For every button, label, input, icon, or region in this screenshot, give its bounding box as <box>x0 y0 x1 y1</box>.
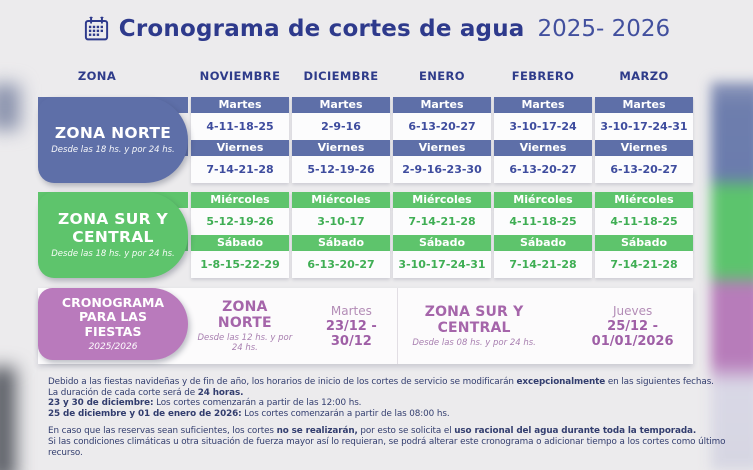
header-enero: ENERO <box>419 69 465 83</box>
dates-cell: 5-12-19-26 <box>292 156 390 183</box>
day-label: Miércoles <box>494 192 592 208</box>
dates-cell: 3-10-17 <box>292 208 390 235</box>
dates-cell: 7-14-21-28 <box>595 251 693 278</box>
dates-cell: 6-13-20-27 <box>292 251 390 278</box>
dates-cell: 4-11-18-25 <box>595 208 693 235</box>
notes-line: Debido a las fiestas navideñas y de fin … <box>48 377 714 387</box>
notes-line: La duración de cada corte será de 24 hor… <box>48 387 244 398</box>
fiestas-zone-subtitle: Desde las 08 hs. y por 24 hs. <box>412 338 536 348</box>
zone-norte-dates-viernes: 7-14-21-28 5-12-19-26 2-9-16-23-30 6-13-… <box>38 156 693 183</box>
dates-cell: 4-11-18-25 <box>191 113 289 140</box>
table-header-row: ZONA NOVIEMBRE DICIEMBRE ENERO FEBRERO M… <box>38 69 693 83</box>
day-label: Sábado <box>191 235 289 251</box>
fiestas-norte-cell: ZONA NORTE Desde las 12 hs. y por 24 hs.… <box>188 288 397 364</box>
zone-name: ZONA NORTE <box>54 123 172 142</box>
fiestas-grid: ZONA NORTE Desde las 12 hs. y por 24 hs.… <box>188 288 693 364</box>
day-label: Miércoles <box>595 192 693 208</box>
dates-cell: 3-10-17-24-31 <box>595 113 693 140</box>
page-title: Cronograma de cortes de agua <box>118 16 525 42</box>
zone-subtitle: Desde las 18 hs. y por 24 hs. <box>51 145 175 156</box>
day-label: Martes <box>494 97 592 113</box>
notes-paragraph-2: En caso que las reservas sean suficiente… <box>48 426 740 458</box>
day-label: Martes <box>191 97 289 113</box>
dates-cell: 5-12-19-26 <box>191 208 289 235</box>
fiestas-date-range: 25/12 - 01/01/2026 <box>591 318 674 349</box>
dates-cell: 6-13-20-27 <box>494 156 592 183</box>
notes-line: Si las condiciones climáticas u otra sit… <box>48 436 726 458</box>
notes-line: En caso que las reservas sean suficiente… <box>48 426 697 437</box>
zone-sur-dates-sabado: 1-8-15-22-29 6-13-20-27 3-10-17-24-31 7-… <box>38 251 693 278</box>
fiestas-zone-name: ZONA SUR Y CENTRAL <box>424 304 524 336</box>
fiestas-sur-cell: ZONA SUR Y CENTRAL Desde las 08 hs. y po… <box>397 288 693 364</box>
dates-cell: 2-9-16 <box>292 113 390 140</box>
header-marzo: MARZO <box>619 69 669 83</box>
zone-norte-pill: ZONA NORTE Desde las 18 hs. y por 24 hs. <box>38 97 188 183</box>
day-label: Miércoles <box>393 192 491 208</box>
day-label: Martes <box>595 97 693 113</box>
fiestas-pill-subtitle: 2025/2026 <box>88 342 138 353</box>
blurred-edge-left-bottom <box>0 367 16 470</box>
notes-line: 23 y 30 de diciembre: Los cortes comenza… <box>48 398 362 409</box>
notes-line: 25 de diciembre y 01 de enero de 2026: L… <box>48 408 450 419</box>
zone-subtitle: Desde las 18 hs. y por 24 hs. <box>51 248 175 259</box>
day-label: Viernes <box>393 140 491 156</box>
dates-cell: 1-8-15-22-29 <box>191 251 289 278</box>
day-label: Viernes <box>595 140 693 156</box>
header-noviembre: NOVIEMBRE <box>199 69 281 83</box>
zone-sur-pill: ZONA SUR Y CENTRAL Desde las 18 hs. y po… <box>38 192 188 278</box>
day-label: Viernes <box>191 140 289 156</box>
day-label: Martes <box>292 97 390 113</box>
dates-cell: 7-14-21-28 <box>393 208 491 235</box>
fiestas-pill: CRONOGRAMA PARA LAS FIESTAS 2025/2026 <box>38 288 188 360</box>
dates-cell: 2-9-16-23-30 <box>393 156 491 183</box>
title-row: Cronograma de cortes de agua 2025- 2026 <box>0 16 753 42</box>
zone-sur-dates-miercoles: 5-12-19-26 3-10-17 7-14-21-28 4-11-18-25… <box>38 208 693 235</box>
fiestas-zone-name: ZONA NORTE <box>217 299 272 331</box>
blurred-edge-right <box>711 82 753 470</box>
fiestas-day: Martes <box>330 303 372 318</box>
zone-sur-day-row-sabado: Sábado Sábado Sábado Sábado Sábado <box>38 235 693 251</box>
day-label: Sábado <box>494 235 592 251</box>
day-label: Miércoles <box>191 192 289 208</box>
dates-cell: 3-10-17-24-31 <box>393 251 491 278</box>
day-label: Sábado <box>292 235 390 251</box>
day-label: Viernes <box>494 140 592 156</box>
calendar-icon <box>83 16 110 42</box>
zone-name: ZONA SUR Y CENTRAL <box>57 210 169 246</box>
dates-cell: 3-10-17-24 <box>494 113 592 140</box>
header-febrero: FEBRERO <box>511 69 575 83</box>
header-diciembre: DICIEMBRE <box>303 69 379 83</box>
blurred-edge-left-top <box>0 84 20 130</box>
dates-cell: 6-13-20-27 <box>393 113 491 140</box>
day-label: Viernes <box>292 140 390 156</box>
dates-cell: 7-14-21-28 <box>191 156 289 183</box>
dates-cell: 7-14-21-28 <box>494 251 592 278</box>
fiestas-pill-title: CRONOGRAMA PARA LAS FIESTAS <box>61 294 165 339</box>
day-label: Martes <box>393 97 491 113</box>
notes-paragraph-1: Debido a las fiestas navideñas y de fin … <box>48 377 740 419</box>
zone-norte-dates-martes: 4-11-18-25 2-9-16 6-13-20-27 3-10-17-24 … <box>38 113 693 140</box>
day-label: Sábado <box>595 235 693 251</box>
fiestas-date-range: 23/12 - 30/12 <box>325 318 377 349</box>
fiestas-zone-subtitle: Desde las 12 hs. y por 24 hs. <box>197 333 293 353</box>
day-label: Miércoles <box>292 192 390 208</box>
notes-block: Debido a las fiestas navideñas y de fin … <box>48 377 740 458</box>
dates-cell: 4-11-18-25 <box>494 208 592 235</box>
header-zona: ZONA <box>77 69 117 83</box>
day-label: Sábado <box>393 235 491 251</box>
dates-cell: 6-13-20-27 <box>595 156 693 183</box>
zone-norte-block: Martes Martes Martes Martes Martes 4-11-… <box>38 97 693 183</box>
zone-sur-block: Miércoles Miércoles Miércoles Miércoles … <box>38 192 693 278</box>
page-title-years: 2025- 2026 <box>537 16 671 42</box>
fiestas-day: Jueves <box>612 303 653 318</box>
